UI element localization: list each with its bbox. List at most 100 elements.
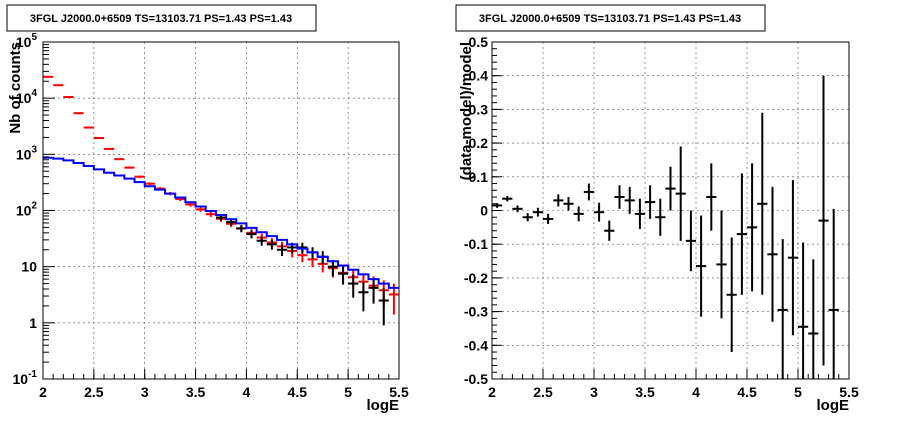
right-series0-point [492, 203, 503, 208]
right-ytick-label: -0.2 [464, 270, 488, 286]
right-series0-point [675, 146, 686, 241]
left-xtick-label: 2 [39, 384, 47, 400]
right-title-box [455, 4, 766, 32]
right-series0-point [706, 163, 717, 231]
left-ytick-label: 105 [16, 32, 38, 50]
right-xtick-label: 5.5 [839, 384, 859, 400]
left-series1-point [378, 288, 389, 326]
left-series1-point [368, 278, 379, 304]
left-panel-title: 3FGL J2000.0+6509 TS=13103.71 PS=1.43 PS… [30, 13, 292, 25]
right-series0-point [502, 196, 513, 202]
right-series0-point [716, 210, 727, 319]
right-series0-point [645, 185, 656, 219]
left-model-step-line [43, 156, 399, 289]
left-series0-point [144, 182, 155, 186]
right-series0-point [583, 183, 594, 201]
right-series0-point [624, 186, 635, 214]
left-series0-point [83, 126, 94, 129]
left-series1-point [348, 274, 359, 298]
right-tick-marks [491, 41, 850, 380]
right-series0-point [512, 205, 523, 213]
right-xtick-label: 2.5 [533, 384, 553, 400]
left-grid [43, 42, 399, 379]
left-ytick-label: 10 [21, 259, 37, 275]
right-series0-point [532, 207, 543, 217]
left-series0-point [104, 147, 115, 150]
right-ytick-label: -0.4 [464, 337, 488, 353]
right-series0-point [573, 206, 584, 222]
left-xtick-label: 4 [243, 384, 251, 400]
left-series0-point [205, 211, 216, 217]
right-ytick-label: -0.3 [464, 304, 488, 320]
right-xaxis-label: logE [817, 397, 850, 414]
right-series0-point [522, 213, 533, 222]
right-series0-point [634, 198, 645, 230]
right-series0-point [736, 173, 747, 295]
left-ytick-label: 102 [16, 201, 38, 219]
right-ytick-label: -0.1 [464, 236, 488, 252]
left-series0-point [73, 112, 84, 115]
right-series0-point [757, 112, 768, 295]
right-series0-point [604, 220, 615, 241]
right-tick-labels: 2 2.5 3 3.5 4 4.5 5 5.5 -0.5 -0.4 -0.3 -0.2 -0.1 0 0.1… [464, 34, 859, 400]
right-grid [492, 42, 849, 379]
left-series0-point [114, 158, 125, 161]
right-series0-point [655, 198, 666, 236]
left-ytick-label: 10-1 [13, 369, 38, 387]
right-series0-point [767, 186, 778, 322]
left-series1-point [256, 236, 267, 246]
right-series0-point [594, 202, 605, 222]
left-xaxis-label: logE [367, 397, 400, 414]
left-series1-point [236, 225, 247, 233]
right-series0-point [798, 242, 809, 379]
right-series0-point [818, 75, 829, 366]
left-series1-point [276, 244, 288, 256]
left-series0-point [124, 166, 135, 169]
left-xtick-label: 2.5 [84, 384, 104, 400]
right-series0-point [726, 237, 737, 353]
right-series0-point [787, 180, 798, 336]
right-ytick-label: 0.5 [469, 34, 489, 50]
right-xtick-label: 4 [692, 384, 700, 400]
right-xtick-label: 3.5 [635, 384, 655, 400]
left-xtick-label: 4.5 [288, 384, 308, 400]
right-ytick-label: 0.4 [469, 68, 489, 84]
left-xtick-label: 5 [344, 384, 352, 400]
left-series0-point [134, 175, 145, 178]
right-series0-point [747, 163, 758, 292]
left-series1-point [337, 266, 349, 285]
right-xtick-label: 2 [488, 384, 496, 400]
left-tick-marks [42, 41, 400, 380]
left-title-box [6, 4, 317, 32]
right-ytick-label: -0.5 [464, 371, 488, 387]
right-series0-point [665, 166, 676, 211]
left-xtick-label: 3.5 [186, 384, 206, 400]
left-series1-point [327, 259, 338, 277]
left-ytick-label: 104 [16, 88, 38, 106]
right-plot-area [492, 75, 839, 379]
left-series1-point [246, 230, 257, 239]
right-series0-point [614, 185, 625, 209]
right-yaxis-label: (data-model)/model [458, 42, 475, 180]
right-series0-point [777, 239, 788, 379]
right-series0-point [685, 210, 696, 272]
right-ytick-label: 0.3 [469, 101, 489, 117]
right-xtick-label: 5 [794, 384, 802, 400]
right-series0-point [828, 208, 839, 379]
right-panel-title: 3FGL J2000.0+6509 TS=13103.71 PS=1.43 PS… [479, 13, 741, 25]
left-series0-point [195, 207, 206, 212]
left-ytick-label: 1 [29, 315, 37, 331]
right-series0-point [543, 213, 554, 224]
left-series0-point [93, 137, 105, 140]
right-series0-point [696, 215, 707, 317]
left-yaxis-label: Nb of counts [7, 42, 24, 134]
right-ytick-label: 0 [480, 203, 488, 219]
left-xtick-label: 3 [141, 384, 149, 400]
right-xtick-label: 4.5 [737, 384, 757, 400]
left-tick-labels: 2 2.5 3 3.5 4 4.5 5 5.5 10-1 1 10 102 103 104 105 [13, 32, 409, 400]
left-series1-point [266, 239, 277, 250]
left-plot-area [43, 75, 399, 326]
right-series0-point [808, 259, 819, 379]
left-plot-frame [42, 41, 400, 380]
